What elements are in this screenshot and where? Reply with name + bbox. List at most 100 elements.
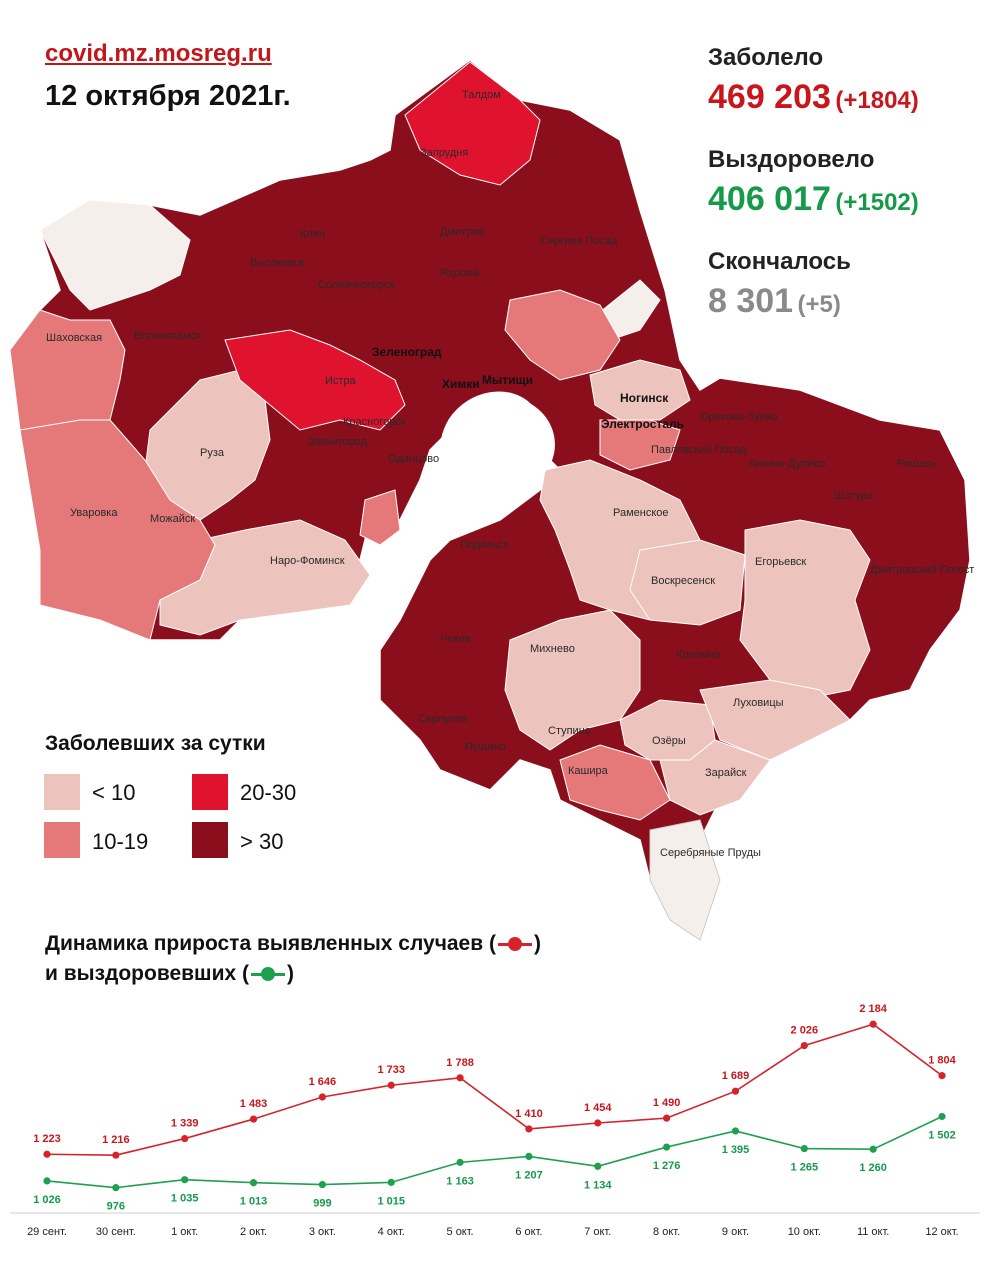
map-district-lotoshino — [39, 199, 191, 311]
map-district-taldom — [404, 61, 541, 186]
cases-point — [663, 1114, 671, 1122]
place-label: Коломна — [676, 649, 722, 661]
map-district-istra — [224, 329, 406, 431]
recovered-point — [938, 1112, 946, 1121]
moscow-ring — [440, 391, 555, 499]
deceased-label: Скончалось — [708, 248, 851, 275]
place-label: Раменское — [613, 507, 669, 519]
cases-point — [456, 1074, 464, 1082]
cases-point — [112, 1151, 120, 1159]
x-tick-label: 1 окт. — [171, 1226, 198, 1238]
recovered-value-label: 976 — [107, 1201, 125, 1213]
chart-title-text1: Динамика прироста выявленных случаев ( — [45, 932, 496, 955]
map-district-zaraysk — [659, 739, 771, 816]
moscow-city-hole — [441, 393, 554, 498]
deceased-value: 8 301 — [708, 282, 794, 320]
recovered-value-label: 1 265 — [791, 1162, 819, 1174]
cases-point — [800, 1042, 808, 1050]
place-label: Истра — [325, 375, 357, 387]
x-tick-label: 9 окт. — [722, 1226, 749, 1238]
cases-point — [731, 1087, 740, 1095]
infected-label: Заболело — [708, 44, 824, 71]
recovered-value-label: 1 035 — [171, 1193, 199, 1205]
cases-value-label: 1 410 — [515, 1108, 543, 1120]
place-label: Химки — [442, 377, 480, 391]
place-label: Мытищи — [482, 373, 533, 387]
recovered-value: 406 017 — [708, 180, 831, 218]
recovered-value-label: 1 163 — [446, 1175, 474, 1187]
cases-point — [43, 1150, 51, 1158]
cases-point — [387, 1081, 395, 1089]
recovered-point — [318, 1180, 326, 1189]
x-tick-label: 2 окт. — [240, 1226, 267, 1238]
x-tick-label: 6 окт. — [515, 1226, 542, 1238]
place-label: Руза — [200, 447, 225, 459]
place-label: Луховицы — [733, 697, 784, 709]
recovered-point — [249, 1179, 258, 1187]
recovered-label: Выздоровело — [708, 146, 875, 173]
x-tick-group: 29 сент. 30 сент. 1 окт. 2 окт. 3 окт. 4 окт.… — [27, 1226, 959, 1238]
red-series-marker — [497, 937, 532, 952]
recovered-value-label: 1 276 — [653, 1160, 681, 1172]
recovered-point — [525, 1152, 533, 1161]
place-label: Серебряные Пруды — [660, 847, 761, 859]
place-label: Дмитровский Погост — [870, 564, 974, 576]
cases-point — [249, 1115, 258, 1123]
cases-point — [181, 1134, 189, 1143]
recovered-point — [112, 1184, 120, 1192]
recovered-point — [387, 1178, 395, 1186]
cases-point — [525, 1125, 533, 1133]
legend-label-lt10: < 10 — [92, 780, 136, 805]
place-label: Михнево — [530, 643, 575, 655]
place-label: Ликино-Дулёво — [748, 458, 826, 470]
place-label: Павловский Посад — [651, 444, 747, 456]
map-district-odintsovo-south — [359, 489, 401, 546]
infected-delta: (+1804) — [835, 87, 919, 114]
place-label: Ногинск — [620, 391, 669, 405]
infected-row: 469 203 (+1804) — [708, 78, 919, 117]
value-labels-group: 1 223 1 216 1 339 1 483 1 646 1 733 1 788 1 410… — [33, 1003, 956, 1212]
place-label: Шаховская — [46, 332, 102, 344]
cases-value-label: 1 646 — [309, 1076, 337, 1088]
cases-value-label: 2 026 — [791, 1025, 819, 1037]
dynamics-chart: 29 сент. 30 сент. 1 окт. 2 окт. 3 окт. 4 окт.… — [10, 1003, 980, 1238]
x-tick-label: 7 окт. — [584, 1226, 611, 1238]
report-date: 12 октября 2021г. — [45, 80, 291, 112]
place-label: Звенигород — [308, 436, 368, 448]
region-map: Талдом Запрудня Клин Дмитров Сергиев Пос… — [9, 59, 974, 942]
place-label: Чехов — [440, 633, 471, 645]
place-label: Серпухов — [418, 713, 467, 725]
x-tick-label: 4 окт. — [378, 1226, 405, 1238]
map-district-egoryevsk — [739, 519, 871, 701]
legend-label-20-30: 20-30 — [240, 780, 297, 805]
cases-value-label: 1 804 — [928, 1055, 956, 1067]
recovered-value-label: 1 502 — [928, 1129, 956, 1141]
cases-value-label: 1 490 — [653, 1097, 681, 1109]
chart-title-text2: и выздоровевших ( — [45, 962, 249, 985]
green-series-marker — [250, 967, 285, 982]
legend-title: Заболевших за сутки — [45, 732, 266, 755]
recovered-point — [663, 1143, 671, 1151]
recovered-point — [594, 1162, 602, 1170]
site-link[interactable]: covid.mz.mosreg.ru — [45, 40, 272, 67]
map-district-shakhovskaya — [9, 309, 126, 431]
chart-title-line1: Динамика прироста выявленных случаев () — [45, 932, 541, 956]
series-group — [43, 1020, 946, 1192]
recovered-value-label: 999 — [313, 1198, 331, 1210]
place-label: Ступино — [548, 725, 591, 737]
map-district-elektrostal — [599, 419, 681, 471]
recovered-value-label: 1 134 — [584, 1179, 612, 1191]
place-label: Запрудня — [420, 147, 468, 159]
map-district-noginsk — [589, 359, 691, 421]
deceased-row: 8 301 (+5) — [708, 282, 841, 321]
cases-value-label: 1 223 — [33, 1133, 61, 1145]
cases-value-label: 1 454 — [584, 1102, 612, 1114]
place-label: Волоколамск — [134, 330, 201, 342]
legend-label-gt30: > 30 — [240, 829, 284, 854]
x-tick-label: 8 окт. — [653, 1226, 680, 1238]
place-label: Кашира — [568, 765, 609, 777]
map-district-serebryanye-prudy — [649, 819, 721, 941]
cases-point — [938, 1072, 946, 1080]
legend-swatch-10-19 — [44, 822, 80, 858]
recovered-point — [43, 1177, 51, 1185]
